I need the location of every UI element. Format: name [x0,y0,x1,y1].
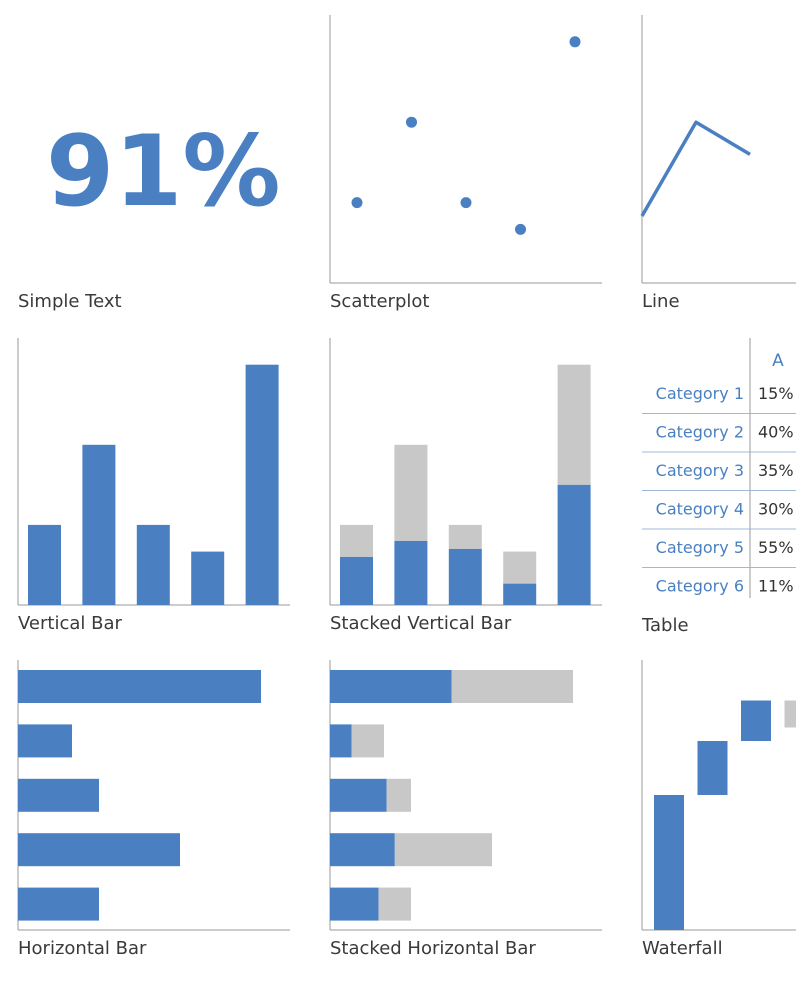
scatter-title: Scatterplot [330,291,429,312]
kpi-value: 91% [46,115,281,229]
stacked-hbar-title: Stacked Horizontal Bar [330,938,536,959]
line-title: Line [642,291,680,312]
hbar-bar [18,778,99,812]
vbar-bar [245,364,279,605]
waterfall-step [784,700,796,728]
hbar-bar [18,833,180,867]
stacked-vbar-title: Stacked Vertical Bar [330,613,512,634]
stacked-vbar-segment-rest [503,551,537,584]
table-cell: 11% [758,577,794,596]
stacked-hbar-segment-rest [394,833,492,867]
table-row-label: Category 1 [656,384,744,403]
chart-panel-7: Horizontal Bar [17,660,290,959]
table-cell: 35% [758,461,794,480]
table-cell: 30% [758,500,794,519]
stacked-vbar-segment-base [448,548,482,605]
hbar-bar [18,724,72,758]
waterfall-step [741,700,771,741]
waterfall-step [697,741,728,795]
waterfall-step [654,795,684,930]
stacked-hbar-segment-base [330,724,352,758]
hbar-bar [18,887,99,921]
table-header: A [772,351,784,371]
table-cell: 15% [758,384,794,403]
table-row-label: Category 4 [656,500,744,519]
stacked-hbar-segment-rest [378,887,411,921]
vbar-bar [191,551,225,605]
stacked-vbar-segment-base [557,484,591,605]
stacked-hbar-segment-rest [351,724,384,758]
table-title: Table [641,615,689,636]
scatter-point [569,36,581,48]
stacked-vbar-segment-base [394,540,428,605]
stacked-hbar-segment-base [330,778,387,812]
scatter-point [460,197,472,209]
vbar-bar [136,524,170,605]
chart-panel-9: Waterfall [641,660,796,959]
chart-panel-3: Line [640,15,796,312]
line-series [640,120,751,217]
chart-panel-8: Stacked Horizontal Bar [329,660,602,959]
stacked-vbar-segment-rest [448,524,482,549]
stacked-hbar-segment-rest [451,670,573,703]
table-row-label: Category 3 [656,461,744,480]
vbar-title: Vertical Bar [18,613,122,634]
table-cell: 40% [758,423,794,442]
stacked-vbar-segment-rest [394,444,428,541]
stacked-hbar-segment-base [330,833,395,867]
stacked-vbar-segment-rest [557,364,591,485]
table-row-label: Category 2 [656,423,744,442]
stacked-vbar-segment-rest [340,524,373,557]
chart-panel-5: Stacked Vertical Bar [329,338,602,634]
chart-panel-6: A Category 1 15% Category 2 40% Category 3 35%… [641,338,796,636]
table-cell: 55% [758,538,794,557]
vbar-bar [28,524,61,605]
stacked-hbar-segment-rest [386,778,411,812]
chart-panel-4: Vertical Bar [17,338,290,634]
vbar-bar [82,444,116,605]
scatter-point [351,197,363,209]
scatter-point [515,223,526,235]
stacked-vbar-segment-base [340,556,373,605]
chart-panel-1: 91% Simple Text [18,115,281,312]
hbar-title: Horizontal Bar [18,938,147,959]
stacked-hbar-segment-base [330,670,452,703]
chart-panel-2: Scatterplot [329,15,602,312]
stacked-hbar-segment-base [330,887,379,921]
hbar-bar [18,670,261,703]
table-row-label: Category 6 [656,577,744,596]
table-row-label: Category 5 [656,538,744,557]
scatter-point [406,116,417,128]
stacked-vbar-segment-base [503,583,537,605]
waterfall-title: Waterfall [642,938,723,959]
simple-text-title: Simple Text [18,291,122,312]
